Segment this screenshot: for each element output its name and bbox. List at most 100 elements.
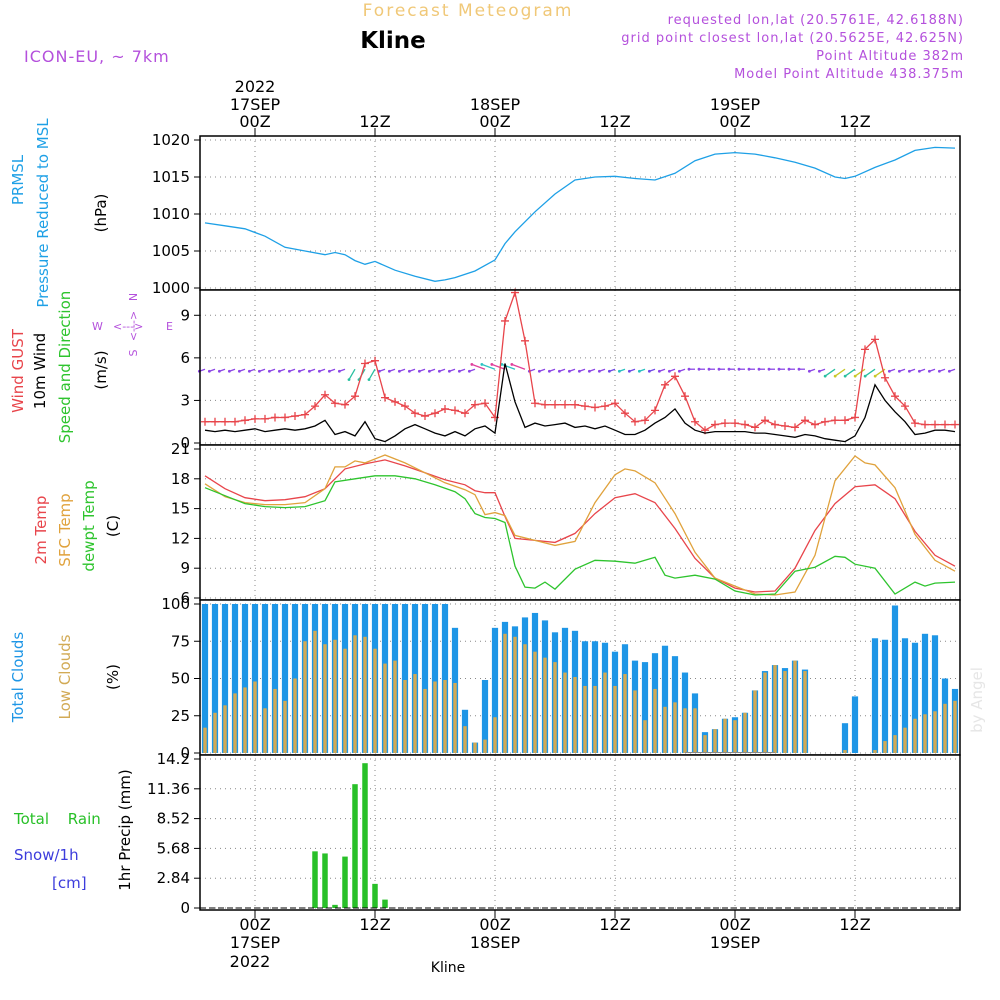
low-cloud-bar xyxy=(243,687,247,753)
dewpt-label: dewpt Temp xyxy=(80,480,98,571)
bottom-tick-label: 12Z xyxy=(359,915,390,934)
total-rain-label: Total Rain xyxy=(13,810,101,828)
wind-vector xyxy=(348,368,356,380)
rain-bar xyxy=(322,853,328,908)
low-cloud-bar xyxy=(403,679,407,753)
low-cloud-bar xyxy=(753,690,757,753)
gust-marker xyxy=(951,420,959,429)
wind-vector-head xyxy=(717,367,721,371)
low-cloud-bar xyxy=(763,672,767,753)
low-cloud-bar xyxy=(413,674,417,753)
gust-marker xyxy=(301,410,309,419)
wind-vector-head xyxy=(267,369,271,373)
low-cloud-bar xyxy=(723,718,727,753)
wind-vector-head xyxy=(337,369,341,373)
wind-vector-head xyxy=(490,363,494,366)
total-cloud-bar xyxy=(661,645,669,753)
wind-vector-head xyxy=(287,369,291,373)
wind-vector-head xyxy=(687,367,691,371)
total-cloud-bar xyxy=(271,604,279,753)
wind-vector-head xyxy=(607,369,611,373)
low-cloud-bar xyxy=(393,660,397,753)
wind-vector-head xyxy=(207,369,211,373)
wind-vector-head xyxy=(407,369,411,373)
gust-marker xyxy=(291,412,299,421)
gust-marker xyxy=(801,416,809,425)
wind-vector-head xyxy=(873,374,877,378)
low-cloud-bar xyxy=(943,703,947,753)
total-cloud-bar xyxy=(881,639,889,753)
wind-vector-head xyxy=(707,367,711,371)
gust-marker xyxy=(471,400,479,409)
gust-marker xyxy=(341,400,349,409)
low-cloud-label: Low Clouds xyxy=(56,634,74,719)
gust-marker xyxy=(581,402,589,411)
gust-marker xyxy=(711,420,719,429)
wind-vector-head xyxy=(567,369,571,373)
low-cloud-bar xyxy=(293,678,297,753)
low-cloud-bar xyxy=(893,735,897,753)
gust-marker xyxy=(481,399,489,408)
wind-vector-head xyxy=(727,367,731,371)
gust-marker xyxy=(431,409,439,418)
wind-panel: 0 3 6 9 xyxy=(180,288,961,452)
top-year-label: 2022 xyxy=(235,77,276,96)
total-cloud-bar xyxy=(221,604,229,753)
gust-marker xyxy=(791,423,799,432)
gust-marker xyxy=(201,417,209,426)
total-cloud-bar xyxy=(851,696,859,753)
low-cloud-bar xyxy=(593,685,597,753)
wind-vector-head xyxy=(927,369,931,373)
low-cloud-bar xyxy=(783,671,787,753)
gust-marker xyxy=(331,399,339,408)
low-cloud-bar xyxy=(233,693,237,753)
wind-vector-head xyxy=(397,369,401,373)
bottom-tick-label: 12Z xyxy=(839,915,870,934)
temp-ytick-label: 18 xyxy=(171,470,190,488)
compass-rose: W <---> E <---> N S xyxy=(92,293,173,357)
gust-marker xyxy=(421,412,429,421)
total-cloud-bar xyxy=(921,633,929,753)
dewpt-temp-line xyxy=(204,475,956,596)
wind-vector-head xyxy=(437,369,441,373)
wind-vector-head xyxy=(470,363,474,366)
wind-ytick-label: 9 xyxy=(180,306,190,324)
low-cloud-bar xyxy=(533,651,537,753)
low-cloud-bar xyxy=(503,633,507,753)
cloud-ytick-label: 25 xyxy=(171,707,190,725)
wind-vector-head xyxy=(917,369,921,373)
pressure-ytick-label: 1000 xyxy=(152,279,190,297)
top-tick-label: 12Z xyxy=(839,112,870,131)
pressure-ytick-label: 1015 xyxy=(152,168,190,186)
low-cloud-bar xyxy=(623,674,627,753)
precip-ytick-label: 5.68 xyxy=(157,839,190,857)
low-cloud-bar xyxy=(683,708,687,753)
pressure-ytick-label: 1010 xyxy=(152,205,190,223)
low-cloud-bar xyxy=(603,672,607,753)
low-cloud-bar xyxy=(803,671,807,753)
gust-marker xyxy=(681,392,689,401)
2m-temp-line xyxy=(204,459,956,593)
low-cloud-bar xyxy=(493,717,497,753)
low-cloud-bar xyxy=(633,690,637,753)
precip-axis-label: 1hr Precip (mm) xyxy=(116,769,134,890)
wind-vector-head xyxy=(457,369,461,373)
total-cloud-label: Total Clouds xyxy=(9,632,27,724)
wind-vector-head xyxy=(787,367,791,371)
gust-marker xyxy=(311,402,319,411)
precip-ytick-label: 0 xyxy=(180,899,190,917)
low-cloud-bar xyxy=(363,636,367,753)
wind-vector xyxy=(854,368,866,377)
wind-vector xyxy=(824,368,836,377)
low-cloud-bar xyxy=(203,727,207,753)
low-cloud-bar xyxy=(543,657,547,753)
precip-ytick-label: 2.84 xyxy=(157,869,190,887)
wind-vector-head xyxy=(907,369,911,373)
cloud-unit: (%) xyxy=(104,664,122,690)
gust-marker xyxy=(871,335,879,344)
gust-marker xyxy=(351,392,359,401)
pressure-ytick-label: 1005 xyxy=(152,242,190,260)
prmsl-line xyxy=(204,146,956,282)
